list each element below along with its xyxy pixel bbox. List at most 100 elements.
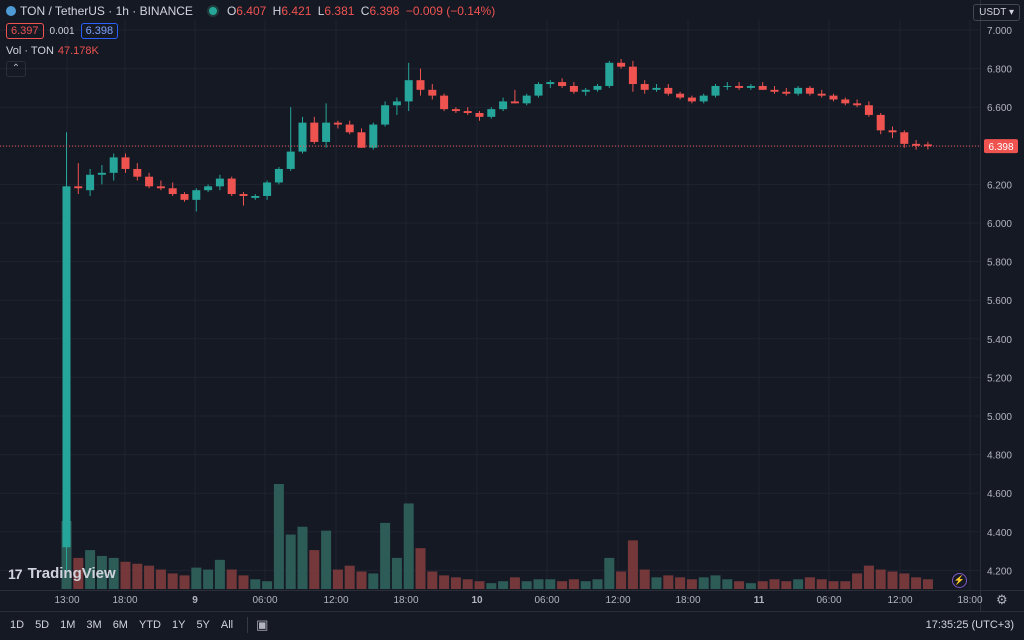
candle-body	[876, 114, 885, 131]
price-chart[interactable]: 7.0006.8006.6006.4006.2006.0005.8005.600…	[0, 0, 1024, 611]
candle-body	[428, 89, 437, 96]
range-6m[interactable]: 6M	[112, 618, 128, 631]
volume-bar	[899, 573, 910, 589]
volume-bar	[533, 579, 544, 589]
candle-body	[404, 80, 413, 102]
volume-bar	[356, 571, 367, 589]
volume-bar	[380, 522, 391, 589]
ohlc-values: O6.407 H6.421 L6.381 C6.398 −0.009 (−0.1…	[226, 4, 496, 18]
clock[interactable]: 17:35:25 (UTC+3)	[925, 618, 1014, 631]
range-5y[interactable]: 5Y	[196, 618, 210, 631]
chevron-up-icon[interactable]: ⌃	[6, 61, 26, 77]
last-price-tag	[984, 139, 1018, 154]
candle-body	[900, 132, 909, 144]
volume-bar	[722, 579, 733, 589]
candle-body	[451, 109, 460, 112]
volume-bar	[911, 577, 922, 589]
candle-body	[109, 157, 118, 173]
candle-body	[333, 122, 342, 125]
candle-body	[864, 105, 873, 115]
volume-bar	[592, 579, 603, 589]
x-tick-label: 06:00	[252, 595, 277, 606]
candle-body	[758, 85, 767, 90]
bottom-toolbar: 1D 5D 1M 3M 6M YTD 1Y 5Y All ▣ 17:35:25 …	[0, 611, 1024, 637]
y-tick-label: 5.600	[987, 296, 1012, 307]
calendar-goto-icon[interactable]: ▣	[256, 616, 269, 632]
candle-body	[357, 132, 366, 148]
volume-label: Vol · TON	[6, 45, 54, 57]
volume-bar	[840, 581, 851, 589]
candle-body	[805, 87, 814, 94]
range-ytd[interactable]: YTD	[138, 618, 161, 631]
candle-body	[97, 172, 106, 175]
buy-price-button[interactable]: 6.398	[80, 23, 119, 39]
volume-bar	[214, 559, 225, 589]
candle-body	[676, 93, 685, 98]
candle-body	[133, 168, 142, 177]
candle-body	[227, 178, 236, 195]
tradingview-logo[interactable]: 17 TradingView	[8, 565, 116, 582]
volume-bar	[698, 577, 709, 589]
candle-body	[392, 101, 401, 106]
candle-body	[62, 186, 71, 548]
volume-bar	[415, 548, 426, 589]
range-1y[interactable]: 1Y	[171, 618, 186, 631]
volume-bar	[132, 563, 143, 589]
candle-body	[510, 101, 519, 104]
x-tick-label: 12:00	[605, 595, 630, 606]
x-tick-label: 12:00	[323, 595, 348, 606]
volume-bar	[557, 581, 568, 589]
volume-bar	[852, 573, 863, 589]
y-tick-label: 5.400	[987, 335, 1012, 346]
candle-body	[569, 85, 578, 92]
tv-logo-icon: 17	[8, 565, 23, 582]
volume-bar	[108, 557, 119, 589]
x-tick-label: 06:00	[534, 595, 559, 606]
volume-bar	[321, 530, 332, 589]
y-tick-label: 5.800	[987, 258, 1012, 269]
volume-bar	[191, 567, 202, 589]
candle-body	[770, 89, 779, 92]
candle-body	[121, 157, 130, 169]
volume-bar	[804, 577, 815, 589]
volume-bar	[663, 575, 674, 589]
volume-bar	[238, 575, 249, 589]
candle-body	[322, 122, 331, 142]
volume-bar	[757, 581, 768, 589]
volume-bar	[745, 583, 756, 589]
candle-body	[853, 103, 862, 106]
candle-body	[687, 97, 696, 102]
lightning-icon[interactable]: ⚡	[952, 573, 967, 588]
volume-bar	[273, 484, 284, 589]
candle-body	[145, 176, 154, 187]
range-3m[interactable]: 3M	[86, 618, 102, 631]
price-change: −0.009 (−0.14%)	[405, 4, 496, 18]
currency-selector[interactable]: USDT ▾	[973, 4, 1020, 21]
range-5d[interactable]: 5D	[35, 618, 50, 631]
range-1m[interactable]: 1M	[60, 618, 76, 631]
candle-body	[841, 99, 850, 104]
sell-price-button[interactable]: 6.397	[6, 23, 44, 39]
volume-bar	[509, 577, 520, 589]
gear-icon[interactable]: ⚙	[996, 592, 1008, 607]
x-tick-label: 12:00	[887, 595, 912, 606]
volume-bar	[450, 577, 461, 589]
trade-buttons: 6.397 0.001 6.398	[6, 23, 119, 39]
volume-bar	[179, 575, 190, 589]
candle-body	[298, 122, 307, 152]
volume-bar	[226, 569, 237, 589]
candle-body	[286, 151, 295, 169]
candle-body	[345, 124, 354, 133]
y-tick-label: 6.000	[987, 219, 1012, 230]
volume-bar	[167, 573, 178, 589]
volume-bar	[686, 579, 697, 589]
y-tick-label: 6.200	[987, 180, 1012, 191]
symbol-title[interactable]: TON / TetherUS · 1h · BINANCE	[20, 4, 193, 18]
range-1d[interactable]: 1D	[10, 618, 25, 631]
volume-bar	[675, 577, 686, 589]
volume-bar	[285, 534, 296, 589]
range-all[interactable]: All	[220, 618, 234, 631]
volume-bar	[73, 557, 84, 589]
volume-bar	[332, 569, 343, 589]
candle-body	[581, 89, 590, 92]
